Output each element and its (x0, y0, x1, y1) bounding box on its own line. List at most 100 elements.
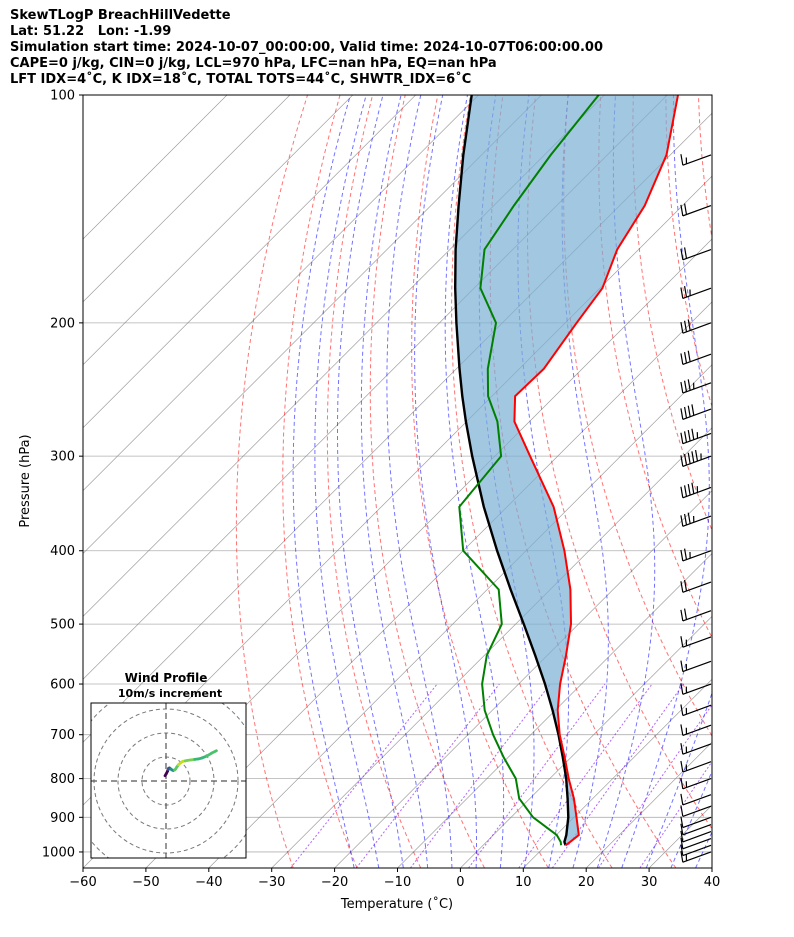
wind-barb-shaft (682, 831, 712, 843)
wind-barb-feather (687, 379, 691, 391)
y-tick-label: 200 (50, 316, 75, 331)
wind-barb-feather (680, 805, 684, 817)
simulation-times: Simulation start time: 2024-10-07_00:00:… (10, 40, 603, 55)
dry-adiabat (731, 95, 794, 868)
wind-barb-feather (694, 449, 699, 462)
wind-barb (680, 830, 712, 843)
wind-barb (680, 777, 712, 790)
wind-barb (680, 837, 712, 850)
wind-barb-feather (680, 287, 684, 299)
wind-barb-feather (680, 322, 684, 334)
y-tick-label: 1000 (42, 845, 75, 860)
wind-barb-shaft (682, 724, 712, 737)
wind-barb-feather (683, 352, 688, 364)
temperature-line (513, 95, 679, 847)
isotherm-gridline (648, 804, 712, 868)
wind-barb-feather (687, 429, 691, 442)
y-tick-label: 400 (50, 544, 75, 559)
wind-barb-feather (680, 777, 684, 789)
wind-barb-feather (691, 482, 695, 494)
isotherm-gridline (397, 553, 712, 868)
wind-barb-feather (680, 581, 684, 593)
isotherm-gridline (83, 95, 354, 366)
y-tick-label: 900 (50, 811, 75, 826)
wind-barb-feather (683, 320, 688, 332)
x-axis-label: Temperature (˚C) (340, 896, 453, 912)
isotherm-gridline (83, 95, 416, 429)
wind-barb-feather (687, 405, 691, 417)
wind-barb-feather (680, 381, 684, 394)
wind-barb-feather (680, 830, 684, 842)
dry-adiabat (764, 95, 794, 868)
wind-barb-feather (680, 609, 684, 622)
y-axis-label: Pressure (hPa) (18, 434, 33, 527)
wind-barb-feather (680, 154, 684, 166)
hodograph-plot (91, 703, 246, 858)
x-tick-label: −10 (384, 875, 411, 890)
wind-barb (680, 805, 712, 818)
moist-adiabat (337, 95, 404, 868)
dry-adiabat (665, 95, 712, 408)
wind-barb-shaft (682, 805, 712, 818)
wind-barb (680, 350, 712, 366)
wind-barb-shaft (682, 761, 712, 773)
moist-adiabat (621, 95, 710, 868)
wind-barb-shaft (682, 382, 712, 394)
wind-barbs (680, 154, 712, 863)
wind-barb-feather (691, 428, 695, 440)
wind-barb-shaft (682, 353, 712, 366)
wind-barb-feather (691, 451, 695, 463)
wind-barb (680, 428, 712, 445)
moist-adiabat (444, 95, 505, 868)
moist-adiabat (360, 95, 429, 868)
wind-barb (680, 247, 712, 261)
wind-barb-feather (680, 432, 684, 444)
wind-barb-shaft (682, 660, 712, 673)
wind-barb (680, 683, 712, 695)
wind-barb-feather (683, 453, 688, 466)
wind-barb-feather (680, 724, 684, 736)
moist-adiabat (695, 830, 712, 868)
wind-barb-feather (683, 485, 688, 497)
wind-barb-feather (680, 743, 684, 755)
wind-barb-feather (680, 837, 684, 849)
mixing-ratio-line (410, 683, 551, 868)
wind-barb-feather (680, 760, 684, 773)
dewpoint-line (458, 95, 600, 846)
moist-adiabat (414, 95, 477, 868)
hodograph-title: Wind Profile (125, 671, 208, 685)
hodograph-segment (210, 749, 218, 755)
x-tick-label: 10 (515, 875, 532, 890)
wind-barb (680, 379, 712, 394)
isotherm-gridline (83, 95, 291, 303)
wind-barb-shaft (682, 408, 712, 420)
stability-parameters: CAPE=0 j/kg, CIN=0 j/kg, LCL=970 hPa, LF… (10, 56, 497, 71)
wind-barb-shaft (682, 322, 712, 334)
wind-barb (680, 319, 712, 334)
wind-barb (680, 823, 712, 836)
dry-adiabat (451, 95, 613, 868)
x-tick-label: −30 (258, 875, 285, 890)
wind-barb-feather (683, 406, 688, 419)
wind-barb-feather (680, 486, 684, 498)
wind-barb-feather (680, 851, 684, 863)
y-tick-label: 600 (50, 678, 75, 693)
isotherm-gridline (523, 678, 712, 868)
chart-header: SkewTLogP BreachHillVedette Lat: 51.22 L… (10, 8, 603, 88)
x-tick-label: −40 (195, 875, 222, 890)
wind-barb-shaft (682, 154, 712, 166)
mixing-ratio-line (468, 683, 606, 868)
wind-barb-feather (683, 203, 688, 215)
wind-barb-feather (680, 549, 684, 562)
wind-barb (680, 793, 712, 806)
wind-barb-shaft (682, 610, 712, 622)
wind-barb-feather (683, 380, 688, 392)
wind-barb-feather (680, 816, 684, 828)
wind-barb-shaft (682, 823, 712, 836)
isotherm-gridline (208, 364, 712, 868)
mixing-ratio-line (518, 683, 653, 868)
wind-barb (680, 844, 712, 857)
wind-barb-shaft (682, 743, 712, 755)
axis-ticks: −60 −50 −40 −30 −20 −10 0 10 20 30 40 1000 900 800 700… (42, 89, 720, 891)
